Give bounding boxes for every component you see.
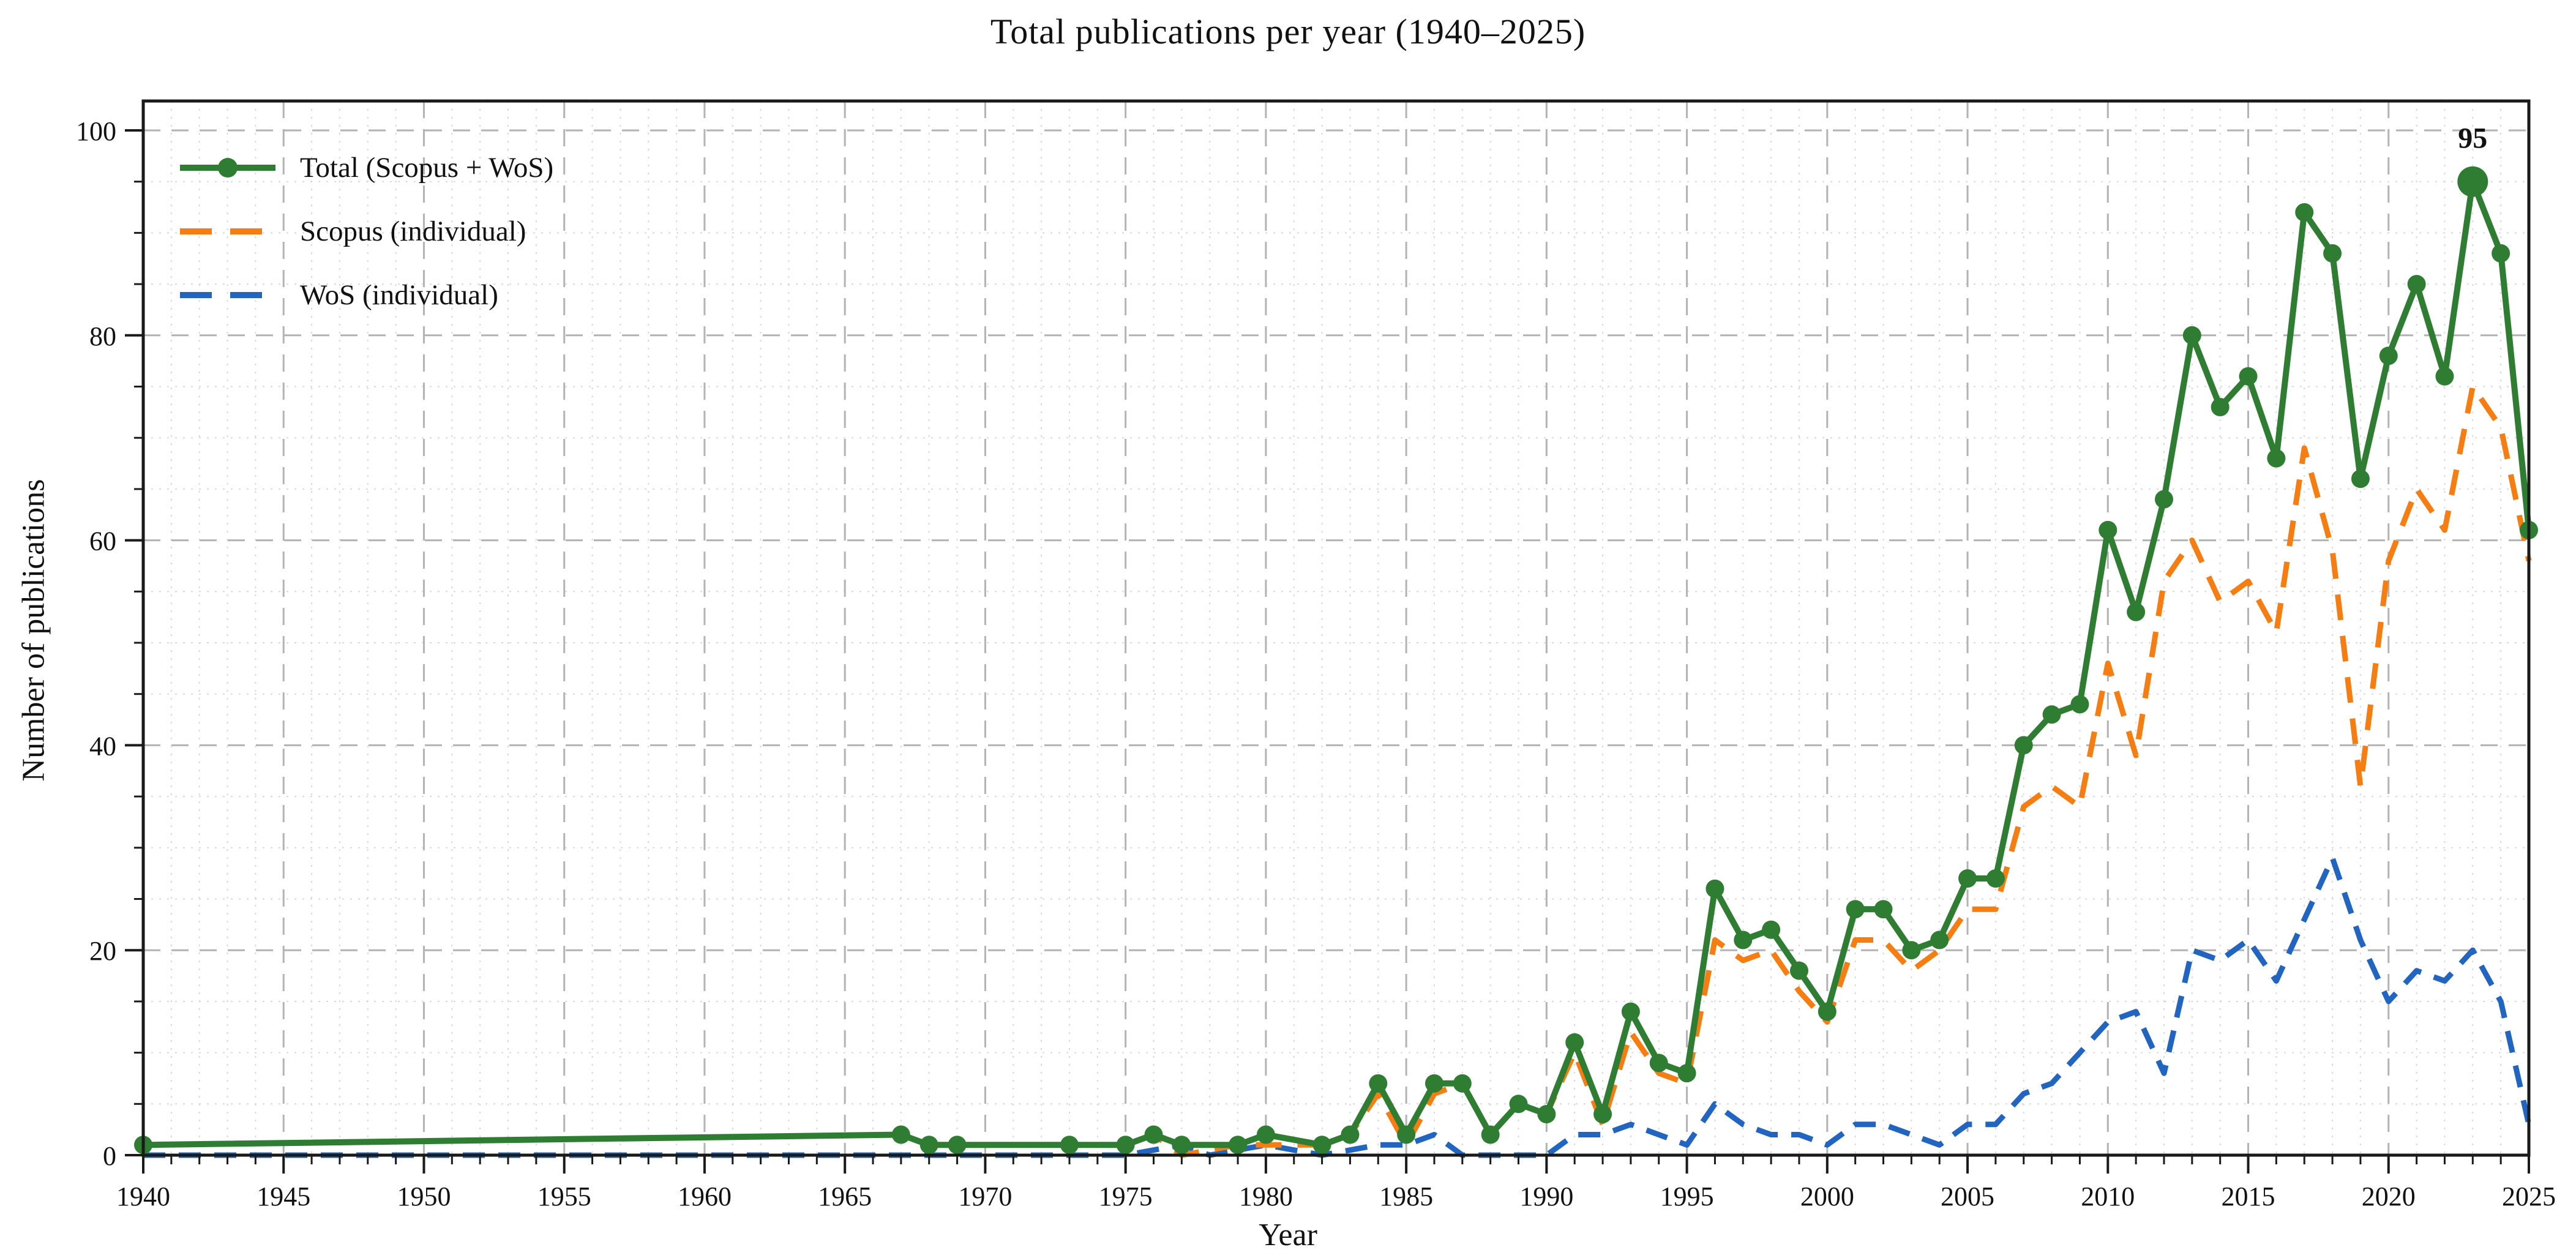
legend: Total (Scopus + WoS) Scopus (individual)…	[176, 136, 553, 327]
x-tick-label: 2015	[2222, 1181, 2275, 1211]
x-tick-label: 1970	[958, 1181, 1012, 1211]
max-value-annotation: 95	[2458, 122, 2487, 155]
y-tick-label: 40	[89, 731, 116, 761]
series-marker-total	[2435, 367, 2454, 386]
y-tick-label: 80	[89, 321, 116, 351]
series-marker-total	[1144, 1125, 1163, 1144]
series-marker-total	[1425, 1074, 1443, 1093]
series-marker-total	[1229, 1136, 1248, 1155]
series-marker-total	[1341, 1125, 1360, 1144]
series-marker-total	[2407, 275, 2426, 294]
series-marker-total	[1677, 1064, 1696, 1083]
series-marker-total	[1818, 1002, 1837, 1021]
x-tick-label: 2005	[1941, 1181, 1994, 1211]
x-tick-label: 2000	[1800, 1181, 1854, 1211]
x-tick-label: 1950	[397, 1181, 451, 1211]
series-marker-total	[2295, 203, 2314, 222]
series-marker-total	[1481, 1125, 1500, 1144]
x-tick-label: 1985	[1379, 1181, 1433, 1211]
series-marker-total	[2099, 520, 2117, 539]
x-tick-label: 2010	[2081, 1181, 2135, 1211]
series-marker-total	[2492, 244, 2510, 263]
series-marker-total	[2070, 695, 2089, 714]
series-marker-total	[2154, 490, 2173, 509]
series-marker-total	[2182, 326, 2201, 345]
series-marker-total	[948, 1136, 967, 1155]
series-marker-total	[1789, 961, 1808, 980]
series-marker-total	[1649, 1054, 1668, 1073]
series-marker-total	[1116, 1136, 1135, 1155]
series-marker-total	[1397, 1125, 1416, 1144]
y-tick-label: 20	[89, 936, 116, 966]
series-marker-total	[2323, 244, 2342, 263]
series-marker-total	[1874, 900, 1893, 919]
max-point-marker	[2457, 166, 2488, 197]
scopus-dashed-line-swatch-icon	[180, 228, 275, 234]
series-marker-total	[1705, 879, 1724, 898]
series-marker-total	[1958, 869, 1977, 888]
series-marker-total	[1565, 1033, 1584, 1052]
series-marker-total	[1902, 941, 1921, 960]
x-tick-label: 1960	[678, 1181, 732, 1211]
series-line-scopus	[143, 384, 2532, 1158]
series-marker-total	[891, 1125, 910, 1144]
series-marker-total	[1256, 1125, 1275, 1144]
chart-title: Total publications per year (1940–2025)	[990, 12, 1586, 51]
x-tick-label: 2025	[2502, 1181, 2556, 1211]
series-marker-total	[1369, 1074, 1388, 1093]
series-marker-total	[2379, 346, 2398, 365]
series-marker-total	[1734, 930, 1753, 949]
series-marker-total	[919, 1136, 938, 1155]
series-marker-total	[2211, 397, 2230, 416]
series-marker-total	[1537, 1105, 1556, 1124]
x-tick-label: 1945	[256, 1181, 310, 1211]
x-tick-label: 1990	[1519, 1181, 1573, 1211]
series-marker-total	[2127, 602, 2146, 621]
series-marker-total	[1453, 1074, 1472, 1093]
series-marker-total	[1312, 1136, 1331, 1155]
series-marker-total	[2351, 470, 2370, 489]
legend-item-wos: WoS (individual)	[176, 263, 553, 327]
x-tick-label: 1955	[537, 1181, 591, 1211]
x-tick-label: 1995	[1660, 1181, 1714, 1211]
legend-item-scopus: Scopus (individual)	[176, 200, 553, 263]
x-tick-label: 1965	[818, 1181, 872, 1211]
series-marker-total	[1621, 1002, 1640, 1021]
series-marker-total	[2267, 449, 2286, 468]
x-axis-title: Year	[1259, 1218, 1317, 1252]
series-line-wos	[143, 855, 2532, 1158]
series-marker-total	[1593, 1105, 1612, 1124]
x-tick-label: 2020	[2362, 1181, 2416, 1211]
legend-label-total: Total (Scopus + WoS)	[300, 152, 554, 184]
wos-dashed-line-swatch-icon	[180, 292, 275, 298]
series-marker-total	[1509, 1095, 1528, 1114]
series-marker-total	[1846, 900, 1865, 919]
x-tick-label: 1975	[1099, 1181, 1153, 1211]
legend-item-total: Total (Scopus + WoS)	[176, 136, 553, 200]
legend-label-scopus: Scopus (individual)	[300, 215, 526, 247]
x-tick-label: 1940	[116, 1181, 170, 1211]
y-tick-label: 0	[103, 1141, 116, 1171]
total-line-swatch-icon	[180, 158, 275, 178]
y-tick-label: 100	[76, 116, 116, 146]
series-marker-total	[2014, 736, 2033, 755]
series-marker-total	[1172, 1136, 1191, 1155]
x-tick-label: 1980	[1239, 1181, 1293, 1211]
legend-label-wos: WoS (individual)	[300, 279, 498, 311]
series-marker-total	[1762, 920, 1781, 939]
series-marker-total	[2042, 705, 2061, 724]
series-marker-total	[1930, 930, 1949, 949]
series-marker-total	[2239, 367, 2258, 386]
y-axis-title: Number of publications	[16, 479, 51, 782]
series-marker-total	[1986, 869, 2005, 888]
plot-border	[141, 99, 2531, 1157]
y-tick-label: 60	[89, 526, 116, 556]
series-marker-total	[1060, 1136, 1079, 1155]
